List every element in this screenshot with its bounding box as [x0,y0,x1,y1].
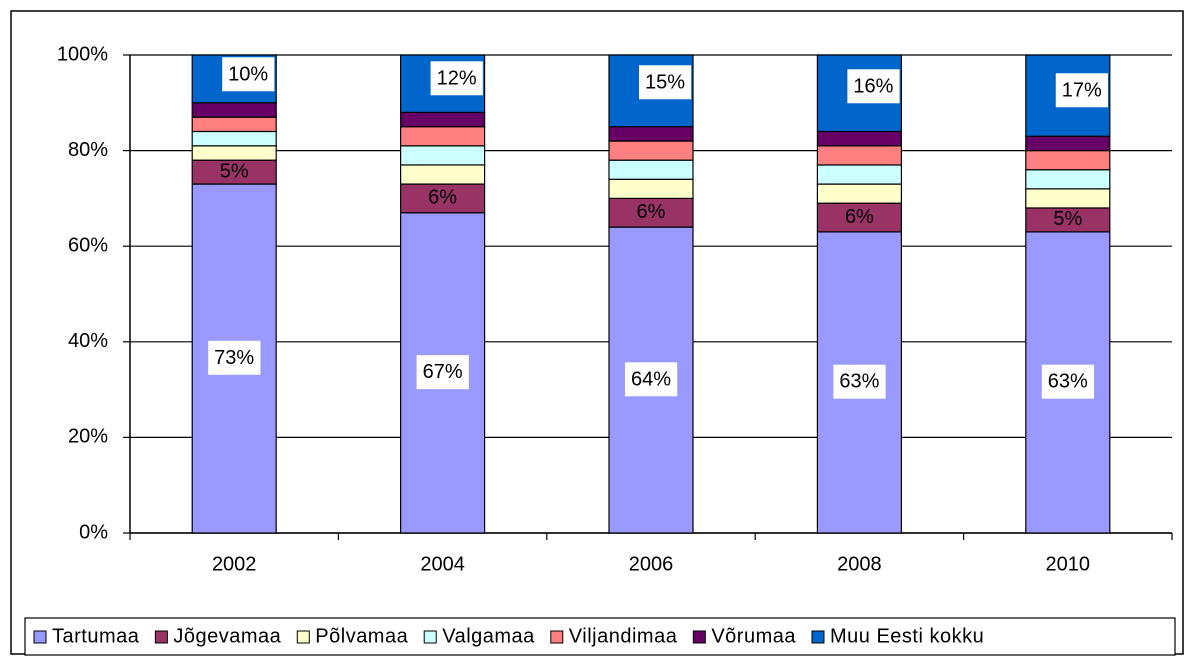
data-label: 6% [637,201,666,223]
x-tick-label: 2006 [629,553,674,575]
data-label-box [624,362,678,397]
bar-segment [608,126,694,142]
bar-segment [400,183,486,214]
data-label-box [847,69,900,104]
x-tick-label: 2008 [837,553,882,575]
data-label: 16% [853,75,893,97]
y-tick-label: 40% [68,330,108,352]
y-tick-label: 60% [68,234,108,256]
data-label: 63% [1048,371,1088,393]
bar-segment [191,116,277,133]
bar-segment [608,159,694,180]
bar-segment [400,145,486,166]
data-label-box [416,355,469,390]
data-label: 10% [228,63,268,85]
data-label-box [1055,73,1109,108]
bar-segment [1025,188,1111,209]
bar-segment [400,126,486,147]
legend-box [24,617,1176,656]
bar-segment [816,202,903,233]
bar-segment [608,197,694,228]
bar-segment [816,183,903,204]
bar-segment [400,111,486,128]
data-label-box [222,57,275,92]
legend-swatch [154,630,168,644]
legend-label: Põlvamaa [315,625,408,647]
legend-label: Tartumaa [52,625,140,647]
legend-swatch [423,630,437,644]
bar-segment [191,102,277,118]
data-label-box [638,65,692,100]
bar-segment [816,164,903,185]
legend-swatch [550,630,564,644]
data-label: 6% [845,206,874,228]
legend-label: Viljandimaa [569,625,678,647]
bar-segment [1025,169,1111,190]
legend-swatch [811,630,825,644]
bar-segment [816,130,903,147]
x-tick-label: 2002 [212,553,257,575]
data-label: 73% [214,347,254,369]
data-label-box [430,61,483,96]
legend-label: Muu Eesti kokku [830,625,984,647]
data-label: 6% [428,187,457,209]
chart-border [10,10,1184,655]
data-label: 12% [437,67,477,89]
legend-swatch [296,630,310,644]
data-label: 64% [631,368,671,390]
legend-swatch [33,630,47,644]
bar-segment [816,145,903,166]
data-label: 5% [220,160,249,182]
y-tick-label: 20% [68,426,108,448]
bar-segment [191,145,277,161]
data-label-box [833,364,886,399]
legend-swatch [692,630,706,644]
y-tick-label: 0% [79,521,108,543]
bar-segment [608,140,694,161]
bar-segment [191,130,277,147]
legend-label: Võrumaa [711,625,796,647]
data-label-box [208,340,261,375]
data-label: 17% [1062,79,1102,101]
legend-label: Jõgevamaa [173,625,281,647]
bar-segment [608,178,694,199]
data-label: 67% [423,361,463,383]
data-label: 15% [645,71,685,93]
bar-segment [400,164,486,185]
y-tick-label: 100% [57,43,108,65]
bar-segment [1025,150,1111,171]
x-tick-label: 2004 [420,553,465,575]
data-label: 5% [1053,208,1082,230]
x-tick-label: 2010 [1046,553,1091,575]
data-label: 63% [839,371,879,393]
data-label-box [1041,364,1095,399]
bar-segment [1025,135,1111,152]
y-tick-label: 80% [68,139,108,161]
legend-label: Valgamaa [442,625,535,647]
